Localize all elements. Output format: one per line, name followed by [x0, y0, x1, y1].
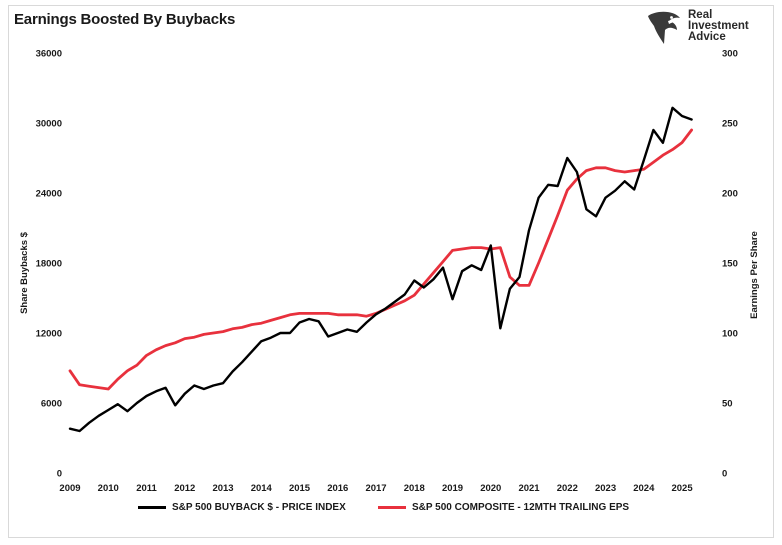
legend: S&P 500 BUYBACK $ - PRICE INDEX S&P 500 … — [0, 502, 782, 522]
x-tick-label: 2009 — [59, 483, 80, 494]
left-tick-label: 24000 — [36, 189, 62, 200]
x-tick-label: 2019 — [442, 483, 463, 494]
x-tick-label: 2017 — [365, 483, 386, 494]
right-tick-label: 150 — [722, 259, 738, 270]
left-tick-label: 18000 — [36, 259, 62, 270]
series-layer — [68, 106, 693, 433]
right-tick-label: 0 — [722, 469, 727, 480]
x-tick-label: 2015 — [289, 483, 311, 494]
x-tick-label: 2025 — [671, 483, 693, 494]
logo-line-2: Investment — [688, 20, 749, 32]
legend-swatch-buyback — [138, 506, 166, 509]
right-axis-title: Earnings Per Share — [749, 231, 760, 319]
x-tick-label: 2010 — [98, 483, 119, 494]
x-tick-label: 2023 — [595, 483, 616, 494]
left-tick-label: 30000 — [36, 119, 62, 130]
left-tick-label: 36000 — [36, 49, 62, 60]
right-tick-label: 250 — [722, 119, 738, 130]
buyback-series-line — [68, 106, 693, 433]
legend-label-buyback: S&P 500 BUYBACK $ - PRICE INDEX — [172, 502, 346, 513]
left-axis-ticks: 0 6000 12000 18000 24000 30000 36000 — [36, 49, 62, 480]
right-tick-label: 300 — [722, 49, 738, 60]
x-tick-label: 2016 — [327, 483, 348, 494]
eagle-head-icon — [648, 11, 680, 45]
x-tick-label: 2022 — [557, 483, 578, 494]
x-tick-label: 2014 — [251, 483, 273, 494]
right-tick-label: 200 — [722, 189, 738, 200]
right-tick-label: 100 — [722, 329, 738, 340]
eps-series-line — [68, 128, 693, 391]
left-axis-title: Share Buybacks $ — [19, 231, 30, 314]
x-tick-label: 2021 — [518, 483, 540, 494]
logo-text: Real Investment Advice — [688, 9, 749, 43]
x-tick-label: 2013 — [212, 483, 233, 494]
left-tick-label: 6000 — [41, 399, 62, 410]
x-tick-label: 2020 — [480, 483, 501, 494]
logo-line-3: Advice — [688, 31, 726, 43]
legend-label-eps: S&P 500 COMPOSITE - 12MTH TRAILING EPS — [412, 502, 630, 513]
chart-title: Earnings Boosted By Buybacks — [14, 11, 236, 28]
logo: Real Investment Advice — [644, 8, 754, 48]
x-tick-label: 2024 — [633, 483, 655, 494]
chart-frame — [8, 5, 774, 538]
logo-line-1: Real — [688, 9, 713, 21]
x-tick-label: 2011 — [136, 483, 157, 494]
left-tick-label: 12000 — [36, 329, 62, 340]
x-tick-label: 2018 — [404, 483, 425, 494]
right-axis-ticks: 0 50 100 150 200 250 300 — [722, 49, 738, 480]
x-axis-ticks: 2009 2010 2011 2012 2013 2014 2015 2016 2017 2018… — [59, 483, 693, 494]
legend-item-buyback: S&P 500 BUYBACK $ - PRICE INDEX — [138, 502, 346, 513]
x-tick-label: 2012 — [174, 483, 195, 494]
legend-swatch-eps — [378, 506, 406, 509]
left-tick-label: 0 — [57, 469, 62, 480]
right-tick-label: 50 — [722, 399, 733, 410]
legend-item-eps: S&P 500 COMPOSITE - 12MTH TRAILING EPS — [378, 502, 629, 513]
